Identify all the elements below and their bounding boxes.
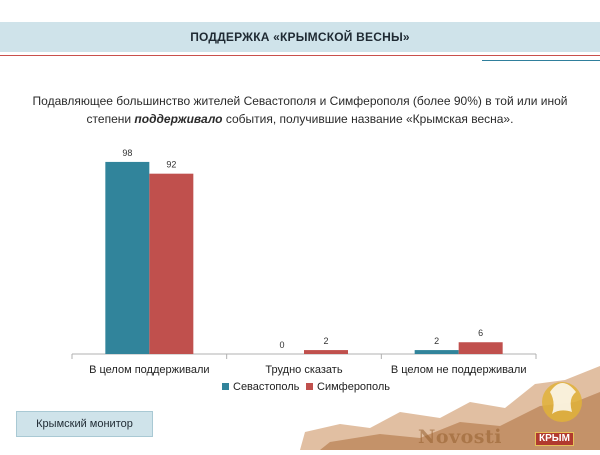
source-label: Крымский монитор xyxy=(16,411,153,437)
header-divider-red xyxy=(0,55,600,56)
subtitle-line-2-end: события, получившие название «Крымская в… xyxy=(222,112,514,126)
x-tick-label: В целом поддерживали xyxy=(89,364,209,376)
legend-label: Севастополь xyxy=(233,381,300,393)
watermark-text: Novosti xyxy=(418,426,502,448)
data-label: 2 xyxy=(434,336,439,346)
legend-swatch-sevastopol xyxy=(222,383,229,390)
chart-subtitle: Подавляющее большинство жителей Севастоп… xyxy=(20,92,580,128)
legend-swatch-simferopol xyxy=(306,383,313,390)
bar-simferopol xyxy=(304,350,348,354)
bar-sevastopol xyxy=(105,161,150,354)
x-tick-label: В целом не поддерживали xyxy=(391,364,527,376)
data-label: 2 xyxy=(323,336,328,346)
subtitle-line-1: Подавляющее большинство жителей Севастоп… xyxy=(32,94,568,108)
subtitle-line-2-start: степени xyxy=(86,112,135,126)
subtitle-line-2: степени поддерживало события, получившие… xyxy=(20,110,580,128)
page-title: ПОДДЕРЖКА «КРЫМСКОЙ ВЕСНЫ» xyxy=(190,30,410,44)
griffin-emblem-icon xyxy=(542,382,582,422)
torn-paper-graphic xyxy=(300,366,600,450)
bar-sevastopol xyxy=(414,350,459,354)
subtitle-emphasis: поддерживало xyxy=(134,112,223,126)
x-tick-label: Трудно сказать xyxy=(265,364,342,376)
data-label: 6 xyxy=(478,328,483,338)
bar-simferopol xyxy=(458,342,503,354)
bar-simferopol xyxy=(149,173,194,354)
watermark-brand: КРЫМ xyxy=(535,432,574,446)
header-divider-blue xyxy=(482,60,600,61)
legend-label: Симферополь xyxy=(317,381,390,393)
watermark-decoration xyxy=(300,362,600,450)
data-label: 98 xyxy=(122,148,132,158)
header-band xyxy=(0,22,600,52)
data-label: 92 xyxy=(166,160,176,170)
data-label: 0 xyxy=(279,340,284,350)
